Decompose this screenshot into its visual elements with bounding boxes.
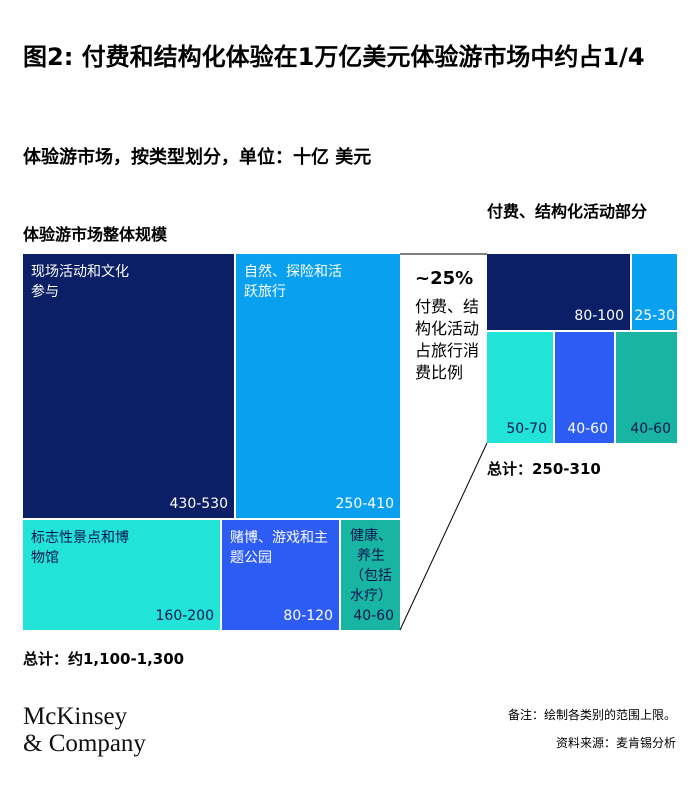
chart-title: 图2: 付费和结构化体验在1万亿美元体验游市场中约占1/4 [23, 43, 645, 71]
tile-live-events-value: 430-530 [169, 496, 229, 512]
left-total: 总计：约1,100-1,300 [23, 650, 185, 668]
tile-nature-adventure: 自然、探险和活跃旅行 250-410 [236, 254, 400, 518]
paid-tile-landmarks-museums: 50-70 [487, 332, 553, 443]
left-treemap-title: 体验游市场整体规模 [23, 225, 168, 244]
paid-tile-gambling-theme-parks: 40-60 [555, 332, 614, 443]
share-text: 付费、结构化活动占旅行消费比例 [415, 297, 480, 382]
tile-live-events-label: 现场活动和文化参与 [31, 264, 129, 300]
tile-landmarks-museums-value: 160-200 [155, 608, 215, 624]
paid-tile-live-events: 80-100 [487, 254, 630, 330]
source-note: 资料来源：麦肯锡分析 [555, 736, 676, 750]
paid-tile-landmarks-museums-value: 50-70 [506, 421, 547, 437]
chart-subtitle: 体验游市场，按类型划分，单位：十亿 美元 [23, 147, 372, 168]
tile-gambling-theme-parks: 赌博、游戏和主题公园 80-120 [222, 520, 339, 630]
tile-wellness: 健康、养生（包括水疗） 40-60 [341, 520, 400, 630]
paid-tile-wellness-value: 40-60 [630, 421, 671, 437]
tile-landmarks-museums: 标志性景点和博物馆 160-200 [23, 520, 220, 630]
logo-line-2: & Company [23, 730, 146, 757]
right-treemap-title: 付费、结构化活动部分 [487, 202, 648, 221]
tile-live-events: 现场活动和文化参与 430-530 [23, 254, 234, 518]
mckinsey-logo: McKinsey & Company [23, 703, 146, 757]
tile-wellness-label: 健康、养生（包括水疗） [350, 528, 392, 604]
paid-tile-live-events-value: 80-100 [574, 308, 624, 324]
tile-gambling-theme-parks-value: 80-120 [283, 608, 333, 624]
tile-gambling-theme-parks-label: 赌博、游戏和主题公园 [230, 530, 328, 566]
share-percent: ~25% [415, 268, 474, 289]
paid-tile-gambling-theme-parks-value: 40-60 [567, 421, 608, 437]
tile-wellness-value: 40-60 [353, 608, 394, 624]
paid-tile-wellness: 40-60 [616, 332, 677, 443]
right-total: 总计：250-310 [487, 460, 601, 478]
tile-landmarks-museums-label: 标志性景点和博物馆 [31, 530, 129, 566]
paid-tile-nature-adventure: 25-30 [632, 254, 677, 330]
tile-nature-adventure-label: 自然、探险和活跃旅行 [244, 264, 342, 300]
tile-nature-adventure-value: 250-410 [335, 496, 395, 512]
paid-tile-nature-adventure-value: 25-30 [634, 308, 675, 324]
footnote: 备注：绘制各类别的范围上限。 [507, 708, 676, 722]
connector-bottom-line [399, 442, 488, 631]
logo-line-1: McKinsey [23, 703, 128, 730]
